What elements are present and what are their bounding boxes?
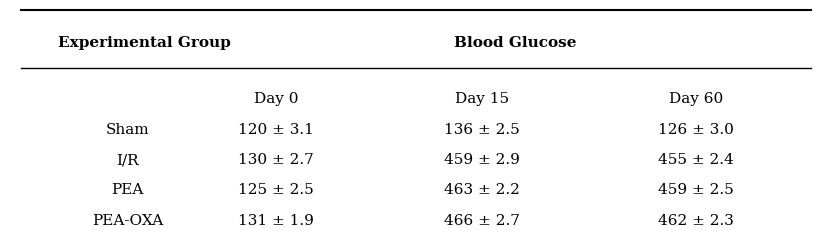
Text: Blood Glucose: Blood Glucose [453, 36, 576, 50]
Text: Day 0: Day 0 [254, 92, 298, 106]
Text: 466 ± 2.7: 466 ± 2.7 [444, 213, 520, 227]
Text: 455 ± 2.4: 455 ± 2.4 [658, 152, 734, 167]
Text: 459 ± 2.9: 459 ± 2.9 [444, 152, 520, 167]
Text: Day 60: Day 60 [669, 92, 723, 106]
Text: 459 ± 2.5: 459 ± 2.5 [658, 183, 734, 197]
Text: 136 ± 2.5: 136 ± 2.5 [444, 122, 520, 136]
Text: I/R: I/R [116, 152, 139, 167]
Text: PEA: PEA [111, 183, 144, 197]
Text: 126 ± 3.0: 126 ± 3.0 [658, 122, 734, 136]
Text: 463 ± 2.2: 463 ± 2.2 [444, 183, 520, 197]
Text: 120 ± 3.1: 120 ± 3.1 [238, 122, 314, 136]
Text: Experimental Group: Experimental Group [57, 36, 230, 50]
Text: Day 15: Day 15 [455, 92, 509, 106]
Text: 130 ± 2.7: 130 ± 2.7 [238, 152, 314, 167]
Text: PEA-OXA: PEA-OXA [92, 213, 163, 227]
Text: 462 ± 2.3: 462 ± 2.3 [658, 213, 734, 227]
Text: 131 ± 1.9: 131 ± 1.9 [238, 213, 314, 227]
Text: Sham: Sham [106, 122, 150, 136]
Text: 125 ± 2.5: 125 ± 2.5 [238, 183, 314, 197]
